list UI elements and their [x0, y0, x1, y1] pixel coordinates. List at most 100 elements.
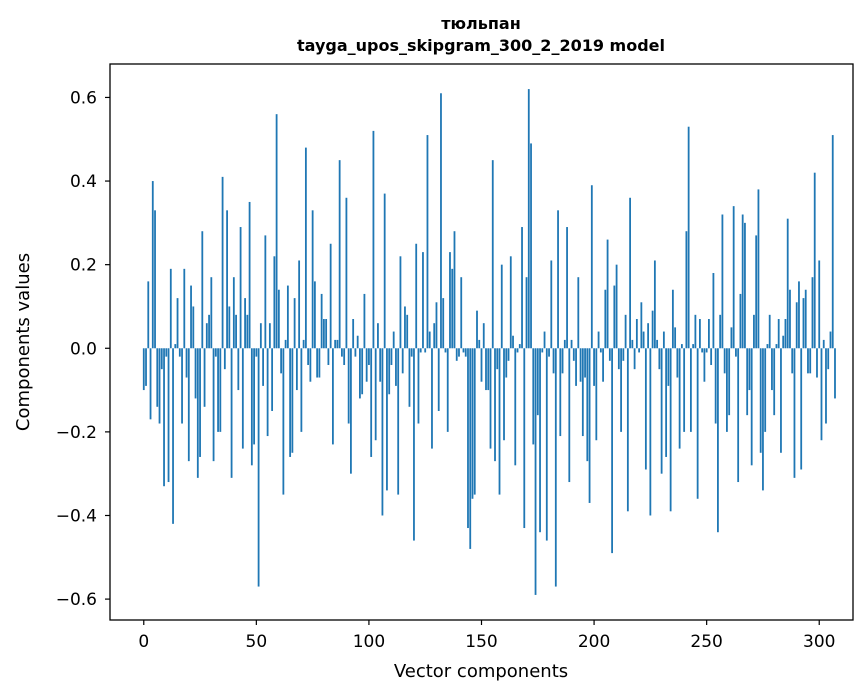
- bar: [295, 348, 298, 391]
- bar: [622, 348, 625, 361]
- bar: [237, 348, 240, 391]
- bar: [550, 260, 553, 349]
- x-tick-label: 150: [465, 632, 497, 652]
- bar: [201, 231, 204, 349]
- bar: [318, 348, 321, 378]
- bar: [381, 348, 384, 516]
- bar: [480, 348, 483, 382]
- bar: [392, 331, 395, 349]
- bar: [811, 277, 814, 349]
- bar: [584, 348, 586, 378]
- bar: [435, 302, 438, 349]
- bar: [302, 339, 305, 349]
- chart-title: тюльпан tayga_upos_skipgram_300_2_2019 m…: [297, 14, 665, 55]
- bar: [442, 298, 445, 349]
- bar: [469, 348, 472, 549]
- bar: [505, 348, 508, 378]
- bar: [154, 210, 156, 349]
- bar: [156, 348, 159, 407]
- bar: [710, 348, 713, 365]
- bar: [147, 281, 150, 349]
- bar: [181, 348, 183, 424]
- bar: [149, 348, 152, 420]
- bar: [602, 348, 604, 382]
- bar: [662, 331, 665, 349]
- bar: [446, 348, 449, 432]
- bar: [199, 348, 201, 457]
- bar: [568, 348, 571, 483]
- bar: [503, 348, 505, 441]
- bar: [165, 348, 168, 357]
- bar: [523, 348, 526, 529]
- bar: [178, 348, 181, 357]
- bar: [829, 331, 832, 349]
- bar: [248, 201, 251, 349]
- bar: [586, 348, 589, 462]
- bar: [451, 268, 454, 349]
- bar: [669, 348, 672, 512]
- bar: [541, 348, 544, 353]
- bar: [221, 176, 224, 349]
- bar: [372, 130, 375, 349]
- bar: [500, 264, 503, 349]
- bar: [444, 348, 447, 353]
- y-tick-label: −0.2: [56, 423, 97, 443]
- bar: [257, 348, 260, 587]
- bar: [775, 344, 778, 349]
- bar: [219, 348, 222, 432]
- y-tick-label: −0.4: [56, 506, 97, 526]
- bar: [536, 348, 539, 416]
- x-axis-ticks: 0 50 100 150 200 250 300: [138, 620, 835, 652]
- bar: [759, 348, 762, 453]
- bar: [368, 348, 370, 365]
- bar: [354, 348, 357, 357]
- bar: [789, 289, 791, 349]
- bar: [525, 277, 528, 349]
- bar: [374, 348, 377, 441]
- bar: [597, 331, 600, 349]
- bar: [802, 298, 805, 349]
- bar: [737, 348, 740, 483]
- bar: [332, 348, 334, 445]
- bar: [809, 348, 812, 374]
- bar: [588, 348, 591, 503]
- bar: [620, 348, 622, 432]
- bar: [671, 289, 674, 349]
- bar: [253, 348, 255, 445]
- bar: [593, 348, 595, 386]
- bar: [644, 348, 647, 470]
- bar: [487, 348, 490, 391]
- bar: [599, 348, 602, 353]
- bar: [768, 314, 771, 349]
- bar: [656, 339, 659, 349]
- bar: [275, 114, 278, 349]
- bar: [816, 348, 818, 378]
- bar: [615, 264, 618, 349]
- bar: [766, 344, 769, 349]
- bar: [626, 348, 629, 512]
- bar: [230, 348, 233, 478]
- bar: [723, 348, 726, 374]
- bar: [712, 273, 715, 349]
- bar: [390, 348, 393, 365]
- bar: [624, 314, 627, 349]
- bar: [428, 331, 431, 349]
- bar: [370, 348, 373, 457]
- bar: [741, 214, 744, 349]
- bar: [635, 319, 638, 349]
- bar: [708, 319, 710, 349]
- bar: [401, 348, 404, 374]
- bar: [203, 348, 206, 407]
- bar: [187, 348, 190, 462]
- bar: [266, 348, 269, 437]
- bar: [246, 314, 249, 349]
- bar: [653, 260, 656, 349]
- bar: [356, 335, 359, 349]
- bar: [277, 289, 280, 349]
- bar: [647, 323, 650, 349]
- bar: [764, 348, 767, 432]
- bar: [744, 222, 746, 349]
- bar: [327, 348, 330, 365]
- bar: [617, 348, 620, 370]
- y-tick-label: 0.0: [70, 339, 97, 359]
